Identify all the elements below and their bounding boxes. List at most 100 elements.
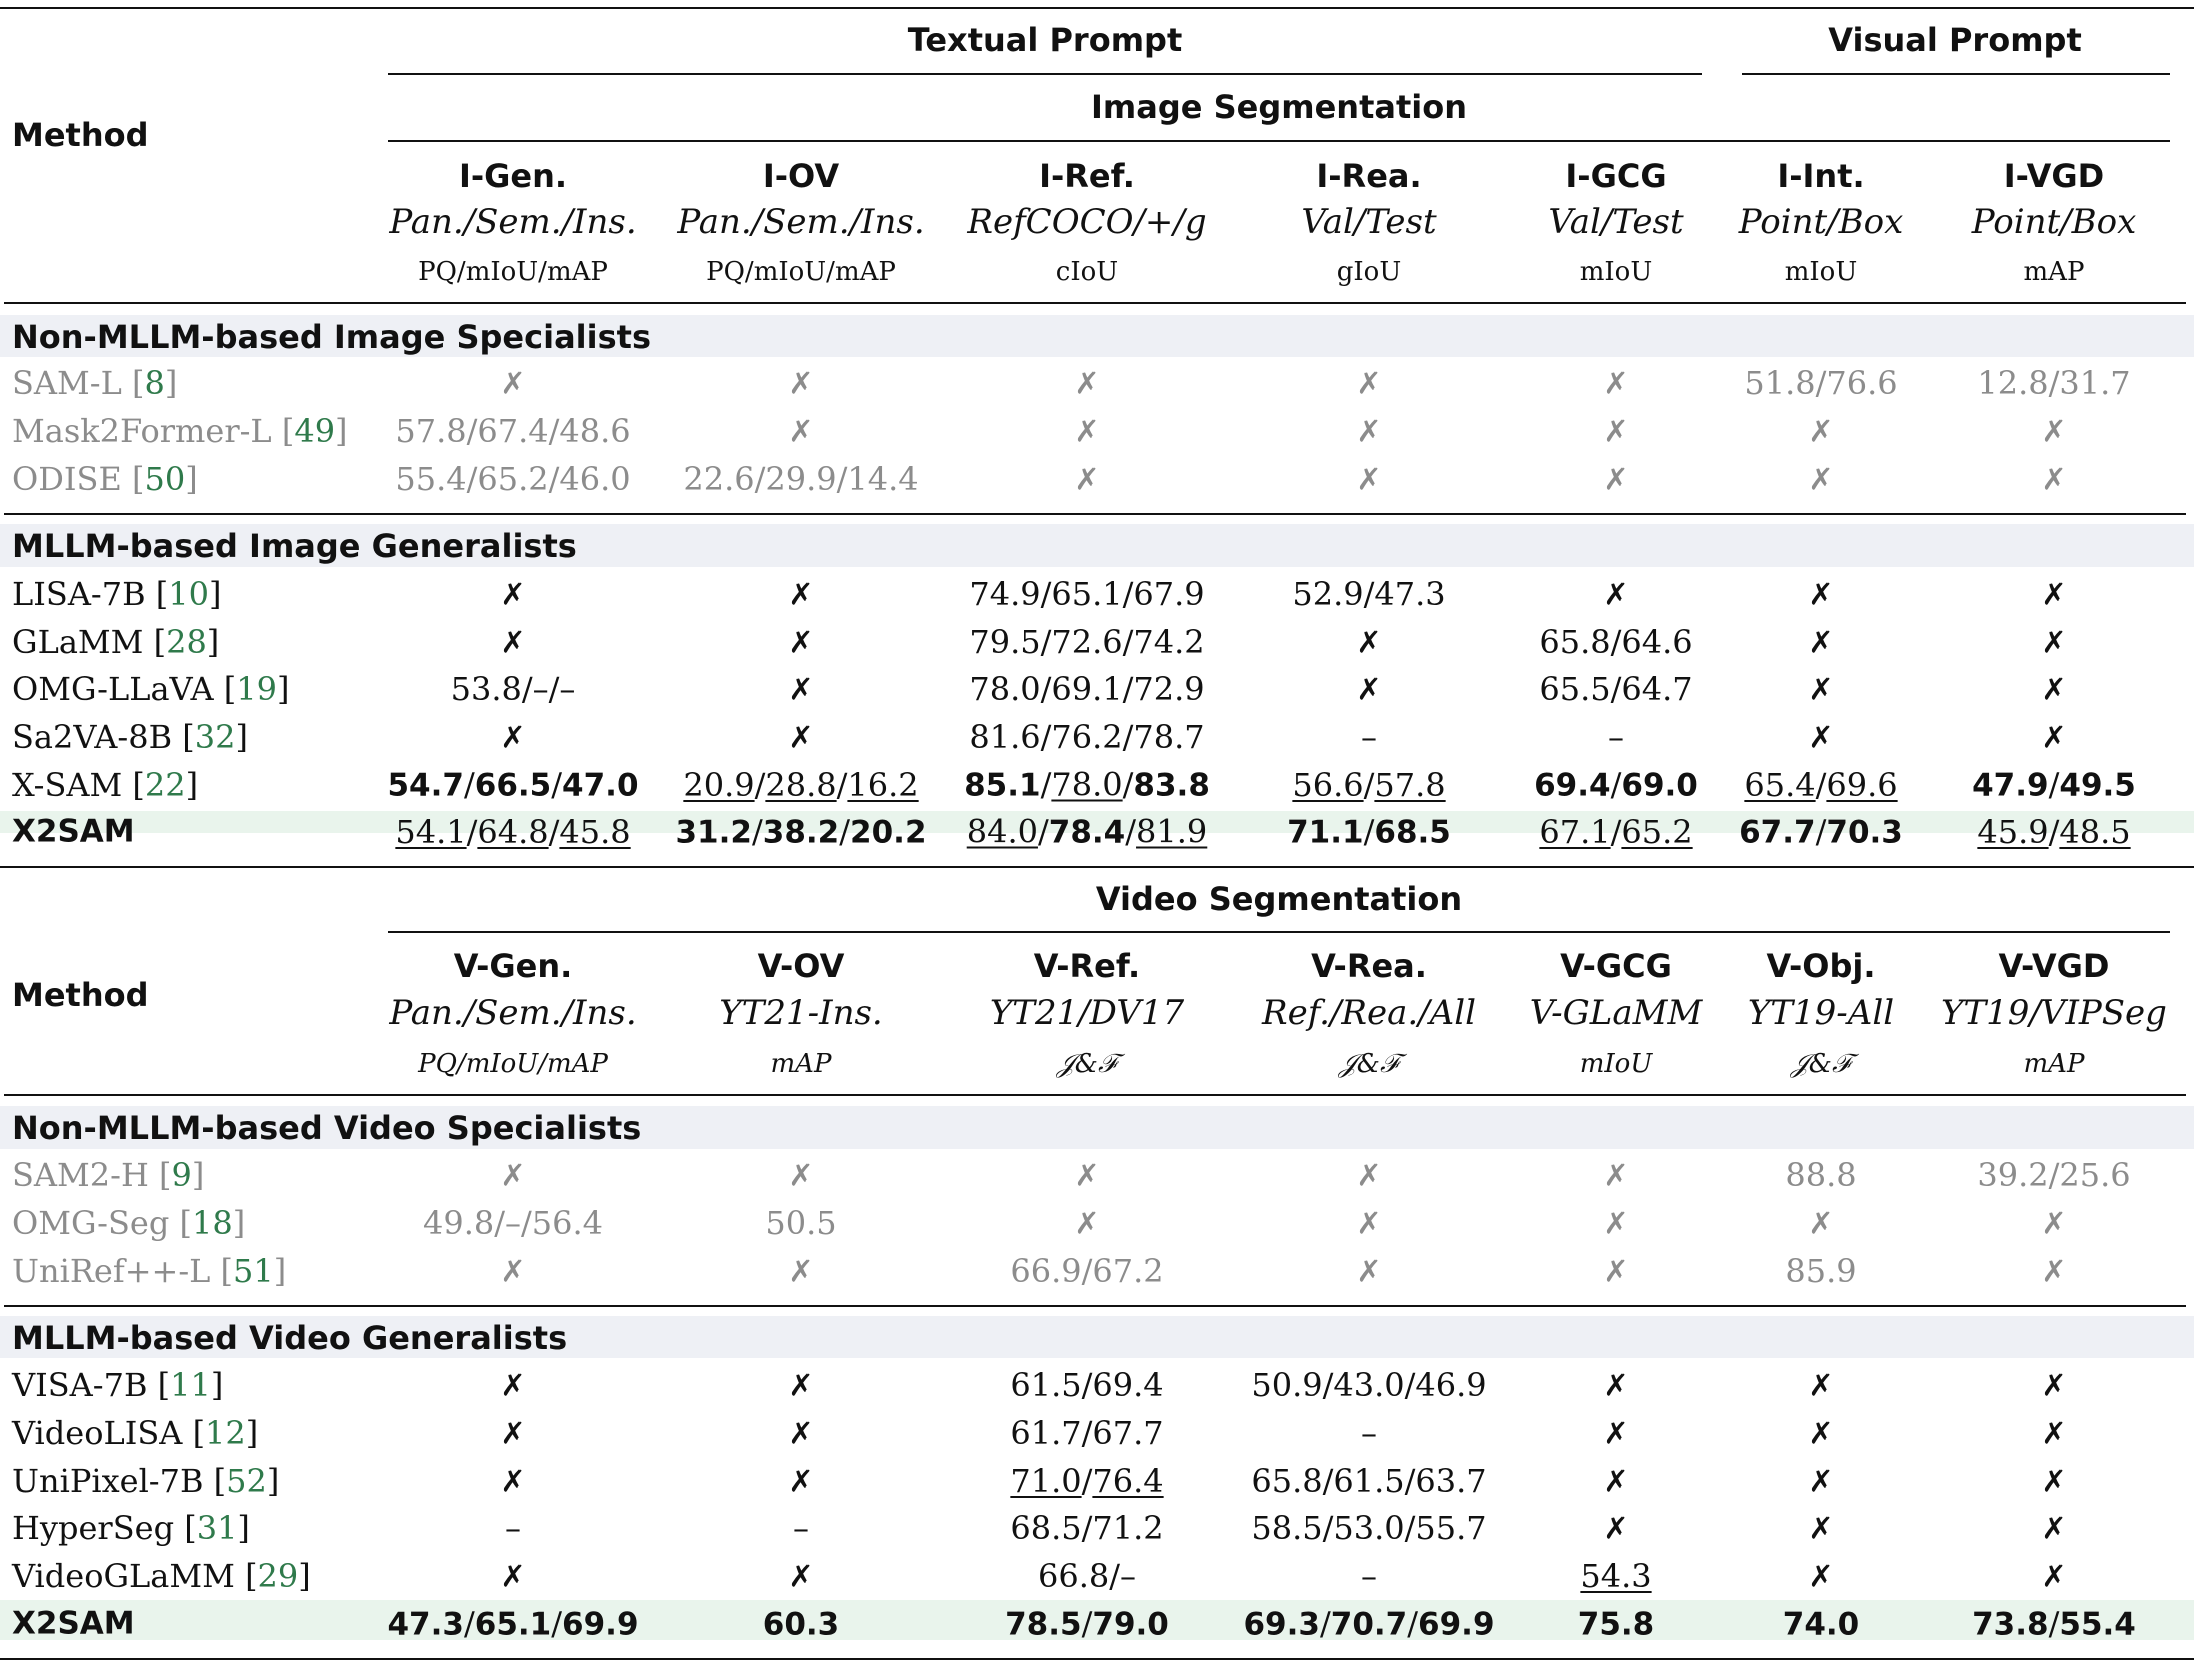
table-cell: ✗ (2041, 1369, 2066, 1402)
method-name: X-SAM [22] (12, 766, 199, 804)
method-name: GLaMM [28] (12, 623, 220, 661)
table-cell: 66.9/67.2 (1010, 1252, 1164, 1290)
citation-link[interactable]: 19 (236, 670, 277, 708)
table-cell: ✗ (788, 1417, 813, 1450)
table-cell: 84.0/78.4/81.9 (966, 812, 1208, 851)
cross-mark-icon: ✗ (2041, 672, 2067, 708)
cross-mark-icon: ✗ (1356, 414, 1382, 450)
table-cell: ✗ (788, 1560, 813, 1593)
citation-link[interactable]: 11 (170, 1366, 211, 1404)
table-cell: ✗ (1603, 1207, 1628, 1240)
method-header: Method (12, 116, 149, 154)
column-dataset: Val/Test (1548, 202, 1684, 242)
citation-link[interactable]: 10 (168, 575, 209, 613)
table-cell: – (1608, 718, 1624, 756)
cross-mark-icon: ✗ (788, 577, 814, 613)
cross-mark-icon: ✗ (500, 1559, 526, 1595)
cross-mark-icon: ✗ (1356, 1254, 1382, 1290)
table-cell: ✗ (1603, 578, 1628, 611)
cross-mark-icon: ✗ (788, 1158, 814, 1194)
cross-mark-icon: ✗ (500, 625, 526, 661)
table-cell: ✗ (788, 626, 813, 659)
cross-mark-icon: ✗ (1356, 1206, 1382, 1242)
table-cell: ✗ (500, 578, 525, 611)
rule-textual-prompt (388, 73, 1702, 75)
cross-mark-icon: ✗ (788, 1368, 814, 1404)
table-cell: ✗ (788, 721, 813, 754)
table-cell: ✗ (1356, 415, 1381, 448)
rule-image-bottom (0, 866, 2194, 868)
bottom-rule (0, 1658, 2194, 1660)
cross-mark-icon: ✗ (1356, 1158, 1382, 1194)
table-cell: ✗ (1808, 463, 1833, 496)
cross-mark-icon: ✗ (788, 366, 814, 402)
citation-link[interactable]: 22 (144, 766, 186, 804)
table-cell: ✗ (500, 1417, 525, 1450)
citation-link[interactable]: 29 (257, 1557, 299, 1595)
column-dataset: Val/Test (1301, 202, 1437, 242)
cross-mark-icon: ✗ (1356, 366, 1382, 402)
column-name: V-Ref. (1033, 947, 1141, 985)
table-cell: ✗ (1808, 1417, 1833, 1450)
method-name: UniPixel-7B [52] (12, 1462, 280, 1500)
table-cell: 85.1/78.0/83.8 (964, 765, 1210, 804)
table-cell: 45.9/48.5 (1977, 813, 2131, 851)
table-cell: 71.1/68.5 (1287, 812, 1451, 851)
column-dataset: Pan./Sem./Ins. (677, 202, 925, 242)
cross-mark-icon: ✗ (2041, 1511, 2067, 1547)
column-dataset: Point/Box (1738, 202, 1904, 242)
section-band-video-specialists (0, 1106, 2194, 1149)
table-cell: 47.9/49.5 (1972, 765, 2136, 804)
cross-mark-icon: ✗ (1603, 1158, 1629, 1194)
table-cell: ✗ (1603, 1255, 1628, 1288)
column-name: V-OV (757, 947, 845, 985)
rule-image-header (4, 302, 2186, 304)
citation-link[interactable]: 9 (171, 1156, 192, 1194)
table-cell: ✗ (1808, 1207, 1833, 1240)
citation-link[interactable]: 49 (294, 412, 336, 450)
table-cell: 67.7/70.3 (1739, 812, 1903, 851)
video-segmentation-header: Video Segmentation (1095, 880, 1463, 918)
table-cell: 78.0/69.1/72.9 (969, 670, 1205, 708)
cross-mark-icon: ✗ (2041, 1368, 2067, 1404)
cross-mark-icon: ✗ (500, 1416, 526, 1452)
cross-mark-icon: ✗ (1356, 625, 1382, 661)
citation-link[interactable]: 50 (144, 460, 186, 498)
citation-link[interactable]: 52 (226, 1462, 267, 1500)
citation-link[interactable]: 32 (194, 718, 236, 756)
table-cell: 74.9/65.1/67.9 (969, 575, 1205, 613)
table-cell: ✗ (2041, 626, 2066, 659)
table-cell: ✗ (1356, 463, 1381, 496)
citation-link[interactable]: 18 (191, 1204, 233, 1242)
citation-link[interactable]: 8 (144, 364, 165, 402)
method-name: Sa2VA-8B [32] (12, 718, 248, 756)
citation-link[interactable]: 28 (166, 623, 207, 661)
citation-link[interactable]: 31 (196, 1509, 238, 1547)
table-cell: ✗ (788, 578, 813, 611)
cross-mark-icon: ✗ (1808, 1416, 1834, 1452)
citation-link[interactable]: 51 (233, 1252, 274, 1290)
image-segmentation-header: Image Segmentation (1091, 88, 1467, 126)
method-name: VideoLISA [12] (12, 1414, 259, 1452)
table-cell: 55.4/65.2/46.0 (395, 460, 631, 498)
method-name: X2SAM (12, 813, 135, 850)
table-cell: – (793, 1509, 809, 1547)
table-cell: ✗ (1074, 463, 1099, 496)
cross-mark-icon: ✗ (1603, 1368, 1629, 1404)
table-cell: ✗ (1603, 1512, 1628, 1545)
cross-mark-icon: ✗ (2041, 1416, 2067, 1452)
cross-mark-icon: ✗ (1603, 414, 1629, 450)
method-name: OMG-LLaVA [19] (12, 670, 290, 708)
table-cell: 60.3 (762, 1606, 840, 1643)
table-cell: ✗ (788, 1255, 813, 1288)
table-cell: 79.5/72.6/74.2 (969, 623, 1205, 661)
section-title: Non-MLLM-based Image Specialists (12, 318, 651, 356)
column-dataset: Pan./Sem./Ins. (389, 993, 637, 1033)
table-cell: ✗ (1356, 367, 1381, 400)
table-cell: 49.8/–/56.4 (422, 1204, 604, 1242)
cross-mark-icon: ✗ (2041, 414, 2067, 450)
table-cell: ✗ (500, 367, 525, 400)
table-cell: ✗ (2041, 1465, 2066, 1498)
table-cell: ✗ (500, 1255, 525, 1288)
citation-link[interactable]: 12 (205, 1414, 246, 1452)
